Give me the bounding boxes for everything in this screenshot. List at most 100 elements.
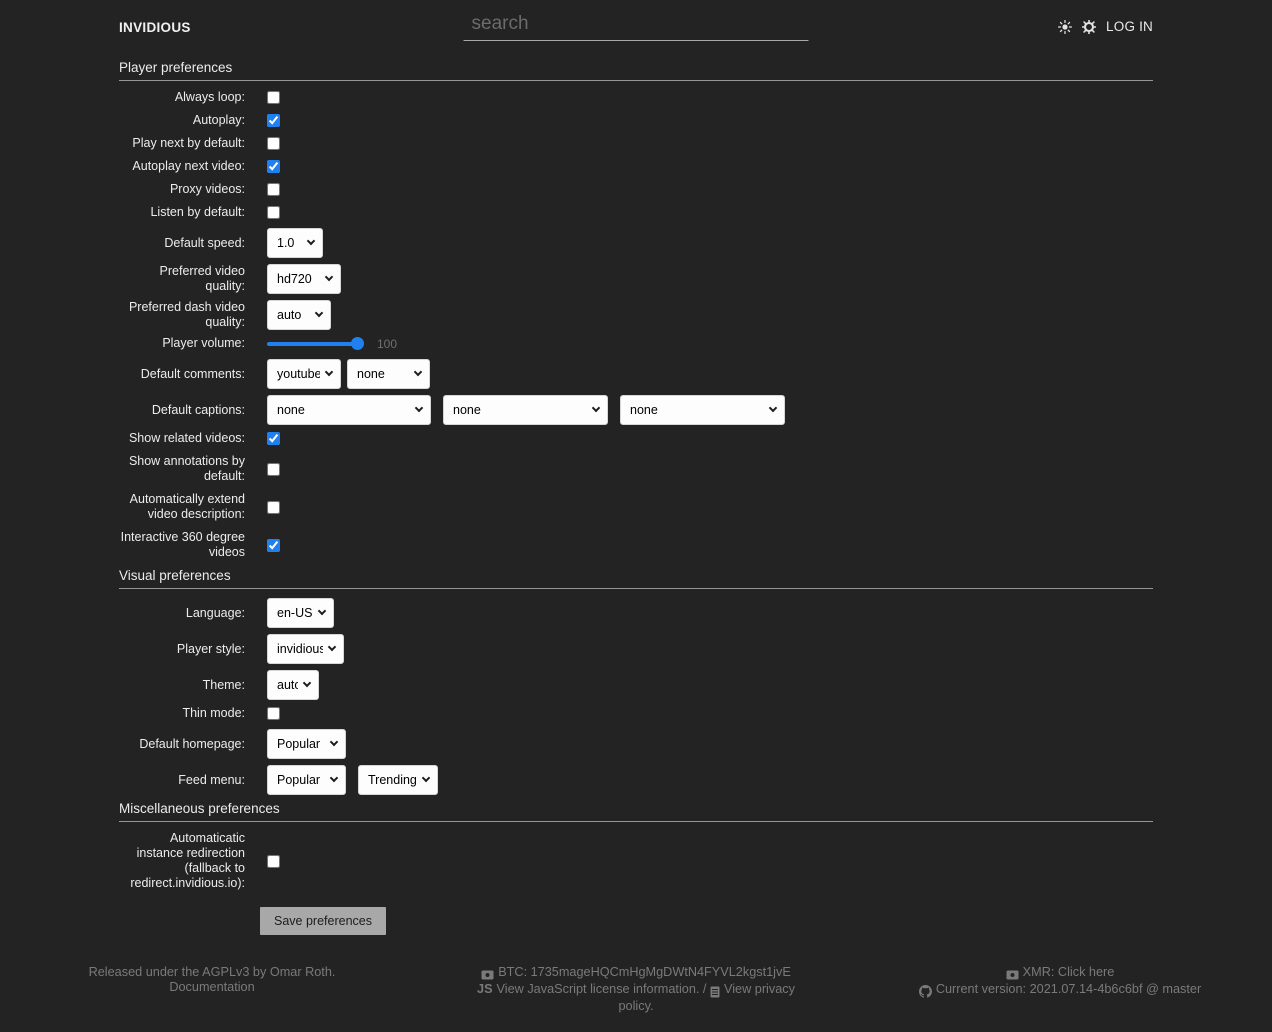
auto-redirect-control bbox=[267, 854, 280, 869]
dash-quality-label: Preferred dash video quality: bbox=[128, 300, 245, 329]
license-text: Released under the AGPLv3 by Omar Roth. bbox=[88, 965, 336, 979]
default-comments-control: youtube none bbox=[267, 359, 430, 389]
player-style-select[interactable]: invidious bbox=[267, 634, 344, 664]
default-captions-select[interactable]: none bbox=[620, 395, 785, 425]
theme-select-wrap: auto bbox=[267, 670, 319, 700]
extend-desc-label: Automatically extend video description: bbox=[129, 492, 245, 521]
locale-select-wrap: en-US bbox=[267, 598, 334, 628]
search-input[interactable] bbox=[463, 9, 809, 41]
dash-quality-row: Preferred dash video quality: auto bbox=[119, 300, 1153, 330]
video-quality-row: Preferred video quality: hd720 bbox=[119, 264, 1153, 294]
play-next-row: Play next by default: bbox=[119, 136, 1153, 151]
brand-logo[interactable]: INVIDIOUS bbox=[119, 20, 191, 35]
js-license-link[interactable]: View JavaScript license information. bbox=[496, 982, 700, 996]
always-loop-control bbox=[267, 90, 280, 105]
default-captions-label: Default captions: bbox=[151, 402, 245, 417]
privacy-document-icon bbox=[710, 984, 720, 999]
default-comments-select[interactable]: none bbox=[347, 359, 430, 389]
save-row: Save preferences bbox=[260, 907, 1153, 935]
annotations-control bbox=[267, 462, 280, 477]
section-divider bbox=[119, 80, 1153, 81]
vr360-checkbox[interactable] bbox=[267, 538, 280, 552]
play-next-control bbox=[267, 136, 280, 151]
vr360-row: Interactive 360 degree videos bbox=[119, 530, 1153, 560]
autoplay-checkbox[interactable] bbox=[267, 114, 280, 127]
autoplay-next-row: Autoplay next video: bbox=[119, 159, 1153, 174]
btc-line: BTC: 1735mageHQCmHgMgDWtN4FYVL2kgst1jvE bbox=[464, 965, 808, 982]
theme-label: Theme: bbox=[202, 677, 245, 692]
default-comments-row: Default comments: youtube none bbox=[119, 359, 1153, 389]
default-captions-select[interactable]: none bbox=[267, 395, 431, 425]
page-footer: Released under the AGPLv3 by Omar Roth. … bbox=[0, 965, 1272, 1032]
xmr-click-here-link[interactable]: Click here bbox=[1057, 965, 1115, 979]
proxy-videos-row: Proxy videos: bbox=[119, 182, 1153, 197]
autoplay-next-control bbox=[267, 159, 280, 174]
feed-menu-select[interactable]: Popular bbox=[267, 765, 346, 795]
player-volume-slider[interactable] bbox=[267, 337, 364, 350]
auto-redirect-checkbox[interactable] bbox=[267, 854, 280, 868]
listen-default-label: Listen by default: bbox=[150, 205, 245, 219]
related-videos-checkbox[interactable] bbox=[267, 432, 280, 445]
page-container: INVIDIOUS bbox=[119, 0, 1153, 935]
preferences-gear-icon[interactable] bbox=[1082, 19, 1097, 34]
video-quality-select[interactable]: hd720 bbox=[267, 264, 341, 294]
player-volume-row: Player volume: 100 bbox=[119, 336, 1153, 351]
default-home-row: Default homepage: Popular bbox=[119, 729, 1153, 759]
video-quality-label: Preferred video quality: bbox=[159, 264, 245, 293]
default-captions-select-wrap: none bbox=[620, 395, 785, 425]
annotations-checkbox[interactable] bbox=[267, 462, 280, 476]
thin-mode-checkbox[interactable] bbox=[267, 707, 280, 720]
documentation-link[interactable]: Documentation bbox=[169, 980, 255, 994]
xmr-line: XMR: Click here bbox=[888, 965, 1232, 982]
save-preferences-button[interactable]: Save preferences bbox=[260, 907, 386, 935]
dash-quality-select-wrap: auto bbox=[267, 300, 331, 330]
extend-desc-control bbox=[267, 500, 280, 515]
player-volume-value: 100 bbox=[377, 336, 398, 351]
feed-menu-select[interactable]: Trending bbox=[358, 765, 438, 795]
dash-quality-select[interactable]: auto bbox=[267, 300, 331, 330]
autoplay-next-label: Autoplay next video: bbox=[132, 159, 245, 173]
dash-quality-control: auto bbox=[267, 300, 331, 330]
proxy-videos-checkbox[interactable] bbox=[267, 183, 280, 196]
feed-menu-control: Popular Trending bbox=[267, 765, 438, 795]
js-icon: JS bbox=[477, 982, 493, 996]
default-comments-select[interactable]: youtube bbox=[267, 359, 341, 389]
default-captions-select-wrap: none bbox=[267, 395, 431, 425]
listen-default-control bbox=[267, 205, 280, 220]
locale-label: Language: bbox=[185, 605, 245, 620]
listen-default-checkbox[interactable] bbox=[267, 206, 280, 219]
default-captions-select-wrap: none bbox=[443, 395, 608, 425]
theme-toggle-sun-icon[interactable] bbox=[1058, 19, 1073, 34]
player-style-label: Player style: bbox=[176, 641, 245, 656]
feed-menu-label: Feed menu: bbox=[178, 772, 245, 787]
autoplay-control bbox=[267, 113, 280, 128]
version-line: Current version: 2021.07.14-4b6c6bf @ ma… bbox=[888, 982, 1232, 999]
player-style-control: invidious bbox=[267, 634, 344, 664]
autoplay-next-checkbox[interactable] bbox=[267, 160, 280, 173]
theme-select[interactable]: auto bbox=[267, 670, 319, 700]
play-next-checkbox[interactable] bbox=[267, 137, 280, 150]
always-loop-checkbox[interactable] bbox=[267, 91, 280, 104]
default-captions-select[interactable]: none bbox=[443, 395, 608, 425]
default-home-select[interactable]: Popular bbox=[267, 729, 346, 759]
default-captions-control: none none none bbox=[267, 395, 785, 425]
default-speed-select[interactable]: 1.0 bbox=[267, 228, 323, 258]
default-speed-row: Default speed: 1.0 bbox=[119, 228, 1153, 258]
default-speed-label: Default speed: bbox=[164, 235, 245, 250]
thin-mode-label: Thin mode: bbox=[182, 706, 245, 720]
always-loop-label: Always loop: bbox=[174, 90, 245, 104]
default-home-label: Default homepage: bbox=[139, 736, 245, 751]
related-videos-row: Show related videos: bbox=[119, 431, 1153, 446]
theme-control: auto bbox=[267, 670, 319, 700]
section-title: Miscellaneous preferences bbox=[119, 801, 280, 816]
login-link[interactable]: LOG IN bbox=[1106, 19, 1153, 34]
version-text: Current version: 2021.07.14-4b6c6bf @ ma… bbox=[935, 982, 1202, 996]
autoplay-label: Autoplay: bbox=[192, 113, 245, 127]
footer-donate-column: BTC: 1735mageHQCmHgMgDWtN4FYVL2kgst1jvE … bbox=[424, 965, 848, 1014]
locale-select[interactable]: en-US bbox=[267, 598, 334, 628]
btc-address: BTC: 1735mageHQCmHgMgDWtN4FYVL2kgst1jvE bbox=[498, 965, 791, 979]
slider-thumb[interactable] bbox=[351, 337, 364, 350]
xmr-coin-icon bbox=[1006, 967, 1019, 982]
default-home-control: Popular bbox=[267, 729, 346, 759]
extend-desc-checkbox[interactable] bbox=[267, 500, 280, 514]
